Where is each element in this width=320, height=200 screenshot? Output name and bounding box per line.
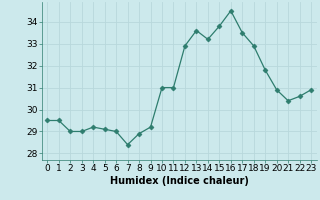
X-axis label: Humidex (Indice chaleur): Humidex (Indice chaleur) [110,176,249,186]
